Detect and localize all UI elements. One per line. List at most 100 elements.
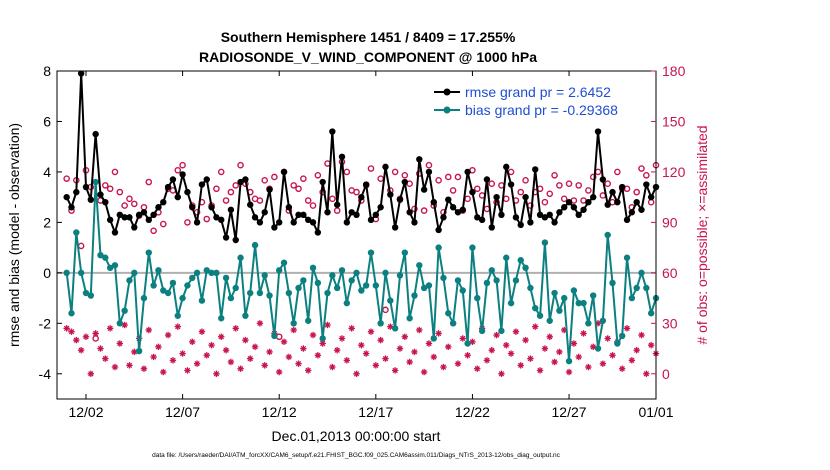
rmse-point xyxy=(551,219,558,226)
rmse-point xyxy=(106,216,114,224)
rmse-point xyxy=(227,206,235,213)
bias-point xyxy=(77,269,85,277)
obs-assimilated-stroke xyxy=(604,335,611,342)
obs-assimilated-marker xyxy=(256,320,264,327)
obs-assimilated-stroke xyxy=(411,349,418,355)
obs-possible-marker xyxy=(614,168,621,176)
bias-point xyxy=(358,287,365,294)
obs-assimilated-stroke xyxy=(199,329,205,335)
obs-assimilated-stroke xyxy=(73,337,80,343)
obs-assimilated-stroke xyxy=(175,323,181,330)
rmse-point xyxy=(493,193,500,201)
obs-assimilated-marker xyxy=(367,328,375,335)
bias-point xyxy=(459,287,466,294)
obs-possible-marker xyxy=(343,168,351,176)
obs-assimilated-marker xyxy=(77,347,85,354)
rmse-point xyxy=(406,209,413,216)
obs-assimilated-stroke xyxy=(131,349,137,355)
obs-assimilated-marker xyxy=(266,348,273,356)
obs-assimilated-stroke xyxy=(160,369,166,375)
rmse-point xyxy=(343,219,351,226)
bias-point xyxy=(160,287,167,294)
rmse-point xyxy=(324,209,331,216)
bias-point xyxy=(208,269,215,277)
obs-assimilated-marker xyxy=(213,370,220,377)
rmse-point xyxy=(556,209,563,216)
obs-assimilated-marker xyxy=(222,347,230,354)
obs-assimilated-stroke xyxy=(513,329,519,335)
bias-point xyxy=(232,284,239,292)
obs-assimilated-marker xyxy=(237,365,244,372)
obs-possible-marker xyxy=(643,171,650,179)
bias-point xyxy=(121,307,128,314)
obs-assimilated-marker xyxy=(218,333,225,340)
obs-assimilated-marker xyxy=(358,341,365,349)
obs-possible-marker xyxy=(145,178,153,186)
obs-possible-marker xyxy=(560,195,568,203)
obs-possible-marker xyxy=(329,195,336,203)
bias-point xyxy=(430,335,437,342)
x-axis: 12/02 12/07 12/12 12/17 12/22 12/27 01/01 xyxy=(68,71,674,420)
obs-assimilated-stroke xyxy=(624,325,630,332)
obs-assimilated-marker xyxy=(353,370,360,377)
rmse-point xyxy=(300,211,307,219)
obs-assimilated-marker xyxy=(474,365,481,372)
rmse-point xyxy=(445,196,452,203)
rmse-point xyxy=(329,128,336,135)
obs-possible-marker xyxy=(227,188,235,196)
obs-assimilated-stroke xyxy=(484,357,490,364)
obs-assimilated-marker xyxy=(179,350,186,357)
obs-assimilated-marker xyxy=(314,352,322,359)
x-tick-label: 12/02 xyxy=(68,404,103,420)
obs-assimilated-marker xyxy=(184,367,191,374)
obs-assimilated-stroke xyxy=(373,362,379,369)
obs-assimilated-marker xyxy=(498,370,505,377)
obs-assimilated-stroke xyxy=(600,360,606,367)
obs-possible-marker xyxy=(179,161,186,169)
obs-assimilated-marker xyxy=(459,335,466,342)
bias-point xyxy=(333,284,341,292)
bias-point xyxy=(362,282,370,289)
obs-possible-marker xyxy=(633,188,640,196)
bias-point xyxy=(493,277,500,284)
rmse-point xyxy=(541,214,549,221)
rmse-point xyxy=(546,211,553,219)
obs-assimilated-stroke xyxy=(126,362,133,369)
bias-point xyxy=(575,299,582,307)
obs-assimilated-stroke xyxy=(141,366,147,372)
obs-assimilated-stroke xyxy=(382,355,389,362)
obs-possible-marker xyxy=(217,168,225,176)
bias-point xyxy=(507,299,515,307)
bias-point xyxy=(150,282,157,289)
x-tick-label: 12/07 xyxy=(165,404,200,420)
bias-point xyxy=(97,251,104,259)
obs-possible-marker xyxy=(121,202,128,209)
bias-point xyxy=(222,274,230,282)
rmse-point xyxy=(189,204,196,211)
bias-point xyxy=(551,289,558,297)
obs-possible-marker xyxy=(102,182,109,189)
y-left-tick-label: 6 xyxy=(43,113,51,129)
bias-point xyxy=(449,320,457,327)
x-axis-label: Dec.01,2013 00:00:00 start xyxy=(272,428,441,444)
rmse-point xyxy=(618,183,626,191)
rmse-point xyxy=(179,171,186,178)
y-axis-left: -4 -2 0 2 4 6 8 xyxy=(39,63,62,382)
obs-assimilated-marker xyxy=(333,347,341,354)
obs-assimilated-stroke xyxy=(208,342,215,348)
obs-assimilated-stroke xyxy=(121,322,128,328)
obs-assimilated-stroke xyxy=(92,330,99,337)
rmse-point xyxy=(469,188,476,196)
rmse-point xyxy=(382,163,389,171)
bias-point xyxy=(585,320,592,327)
obs-assimilated-marker xyxy=(309,331,317,339)
bias-point xyxy=(155,267,162,274)
obs-assimilated-stroke xyxy=(291,327,297,333)
bias-point xyxy=(102,254,109,261)
bias-point xyxy=(556,307,563,314)
obs-assimilated-marker xyxy=(372,362,380,369)
rmse-point xyxy=(203,176,210,183)
obs-assimilated-stroke xyxy=(368,329,374,335)
y-axis-right-label: # of obs: o=possible; ×=assimilated xyxy=(694,125,710,344)
obs-possible-marker xyxy=(150,227,157,235)
